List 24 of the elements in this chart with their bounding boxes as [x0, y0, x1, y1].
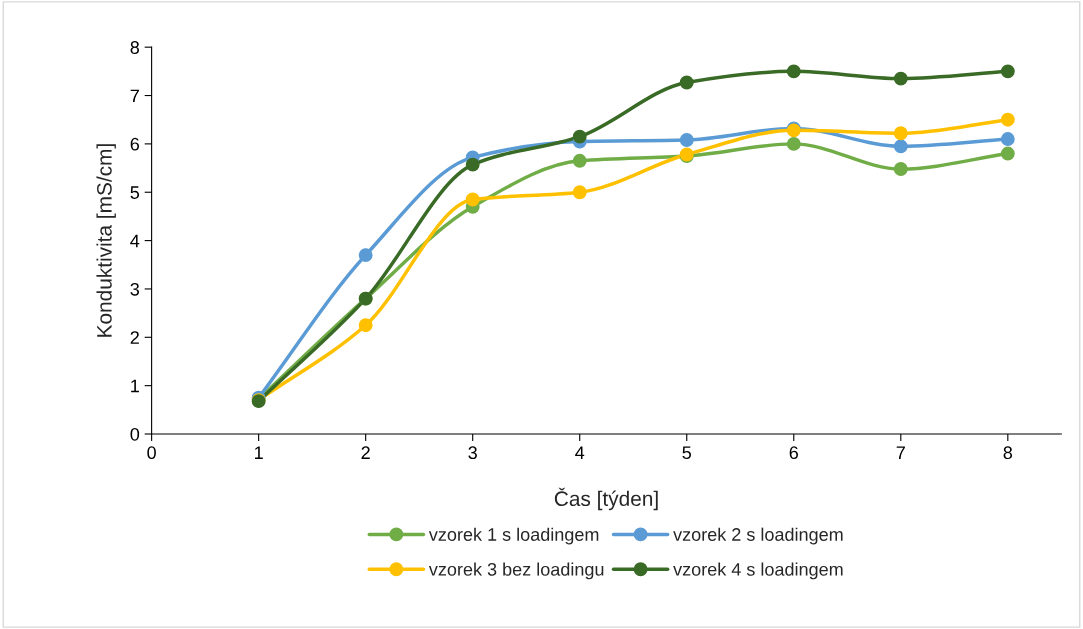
y-tick-label: 2 — [130, 331, 139, 344]
y-tick-label: 3 — [130, 282, 140, 296]
x-tick-label: 3 — [468, 446, 477, 460]
x-tick-label: 8 — [1003, 446, 1013, 460]
x-tick-label: 4 — [575, 446, 585, 459]
x-tick-label: 2 — [361, 446, 370, 459]
x-axis-title: Čas [týden] — [554, 487, 658, 511]
x-tick-label: 1 — [255, 446, 263, 459]
y-tick-label: 5 — [130, 186, 140, 199]
y-tick-label: 4 — [130, 234, 140, 248]
x-tick-label: 5 — [682, 446, 692, 460]
legend-label: vzorek 3 bez loadingu — [428, 562, 604, 580]
y-tick-label: 6 — [130, 137, 140, 151]
y-tick-label: 8 — [130, 41, 140, 54]
y-tick-label: 7 — [130, 89, 139, 103]
x-tick-label: 0 — [147, 446, 156, 460]
legend-label: vzorek 2 s loadingem — [673, 527, 843, 545]
x-tick-label: 6 — [789, 446, 798, 460]
y-tick-label: 1 — [131, 379, 139, 393]
y-axis-title: Konduktivita [mS/cm] — [96, 144, 116, 337]
legend-label: vzorek 4 s loadingem — [673, 562, 843, 580]
y-tick-label: 0 — [130, 427, 140, 441]
legend-label: vzorek 1 s loadingem — [428, 527, 599, 545]
x-tick-label: 7 — [896, 446, 905, 459]
